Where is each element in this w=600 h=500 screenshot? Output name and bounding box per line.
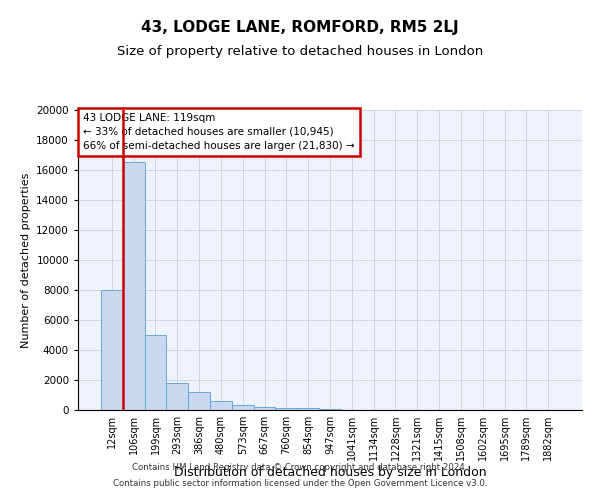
Text: Contains HM Land Registry data © Crown copyright and database right 2024.: Contains HM Land Registry data © Crown c… xyxy=(132,464,468,472)
Text: Contains public sector information licensed under the Open Government Licence v3: Contains public sector information licen… xyxy=(113,478,487,488)
Bar xyxy=(166,383,188,410)
Bar xyxy=(123,162,145,410)
Bar xyxy=(319,408,341,410)
X-axis label: Distribution of detached houses by size in London: Distribution of detached houses by size … xyxy=(173,466,487,479)
Text: 43, LODGE LANE, ROMFORD, RM5 2LJ: 43, LODGE LANE, ROMFORD, RM5 2LJ xyxy=(141,20,459,35)
Bar xyxy=(210,401,232,410)
Bar xyxy=(188,392,210,410)
Y-axis label: Number of detached properties: Number of detached properties xyxy=(20,172,31,348)
Bar xyxy=(232,405,254,410)
Bar xyxy=(101,290,123,410)
Bar xyxy=(145,335,166,410)
Bar xyxy=(254,407,275,410)
Bar xyxy=(275,408,297,410)
Bar xyxy=(297,408,319,410)
Text: 43 LODGE LANE: 119sqm
← 33% of detached houses are smaller (10,945)
66% of semi-: 43 LODGE LANE: 119sqm ← 33% of detached … xyxy=(83,113,355,151)
Text: Size of property relative to detached houses in London: Size of property relative to detached ho… xyxy=(117,45,483,58)
